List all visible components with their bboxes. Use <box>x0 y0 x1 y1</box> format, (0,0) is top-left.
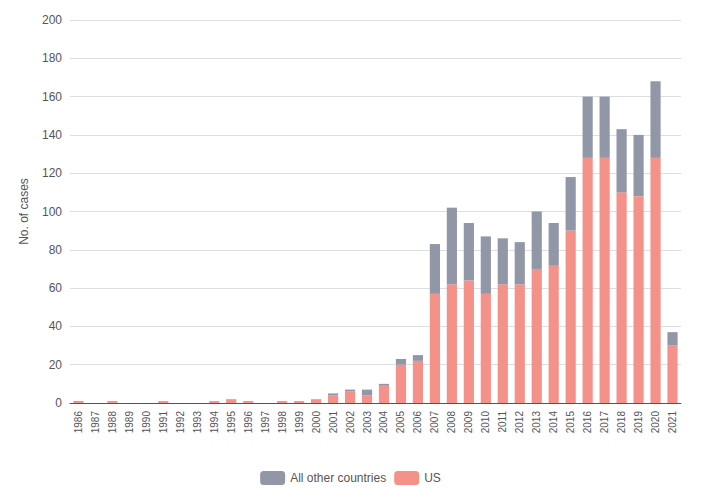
svg-text:1994: 1994 <box>209 411 220 434</box>
svg-text:180: 180 <box>42 51 62 65</box>
svg-text:US: US <box>424 471 441 485</box>
svg-text:2019: 2019 <box>633 411 644 434</box>
svg-text:2010: 2010 <box>480 411 491 434</box>
svg-text:2000: 2000 <box>311 411 322 434</box>
svg-text:1991: 1991 <box>158 411 169 434</box>
svg-text:2011: 2011 <box>497 411 508 433</box>
svg-text:1989: 1989 <box>124 411 135 434</box>
svg-text:2004: 2004 <box>378 411 389 434</box>
svg-text:100: 100 <box>42 205 62 219</box>
svg-text:2014: 2014 <box>548 411 559 434</box>
svg-text:1988: 1988 <box>107 411 118 434</box>
svg-text:1995: 1995 <box>226 411 237 434</box>
svg-text:2005: 2005 <box>395 411 406 434</box>
svg-text:80: 80 <box>49 243 63 257</box>
svg-text:160: 160 <box>42 90 62 104</box>
svg-text:0: 0 <box>55 396 62 410</box>
svg-text:120: 120 <box>42 166 62 180</box>
svg-text:1998: 1998 <box>277 411 288 434</box>
svg-text:2017: 2017 <box>599 411 610 434</box>
svg-text:20: 20 <box>49 358 63 372</box>
svg-text:200: 200 <box>42 13 62 27</box>
svg-text:2012: 2012 <box>514 411 525 434</box>
svg-text:2021: 2021 <box>667 411 678 434</box>
svg-text:60: 60 <box>49 281 63 295</box>
svg-text:140: 140 <box>42 128 62 142</box>
svg-text:2003: 2003 <box>362 411 373 434</box>
svg-text:40: 40 <box>49 319 63 333</box>
svg-text:1996: 1996 <box>243 411 254 434</box>
svg-text:2015: 2015 <box>565 411 576 434</box>
svg-text:1993: 1993 <box>192 411 203 434</box>
svg-text:1986: 1986 <box>73 411 84 434</box>
svg-text:2008: 2008 <box>446 411 457 434</box>
svg-text:2006: 2006 <box>412 411 423 434</box>
svg-text:No. of cases: No. of cases <box>17 178 31 245</box>
svg-text:1997: 1997 <box>260 411 271 434</box>
svg-text:All other countries: All other countries <box>290 471 386 485</box>
svg-text:2020: 2020 <box>650 411 661 434</box>
svg-text:1990: 1990 <box>141 411 152 434</box>
svg-text:2009: 2009 <box>463 411 474 434</box>
svg-text:2018: 2018 <box>616 411 627 434</box>
svg-text:2001: 2001 <box>328 411 339 434</box>
svg-text:1992: 1992 <box>175 411 186 434</box>
svg-text:1999: 1999 <box>294 411 305 434</box>
svg-text:2002: 2002 <box>345 411 356 434</box>
svg-text:2016: 2016 <box>582 411 593 434</box>
svg-text:2007: 2007 <box>429 411 440 434</box>
svg-text:1987: 1987 <box>90 411 101 434</box>
svg-text:2013: 2013 <box>531 411 542 434</box>
